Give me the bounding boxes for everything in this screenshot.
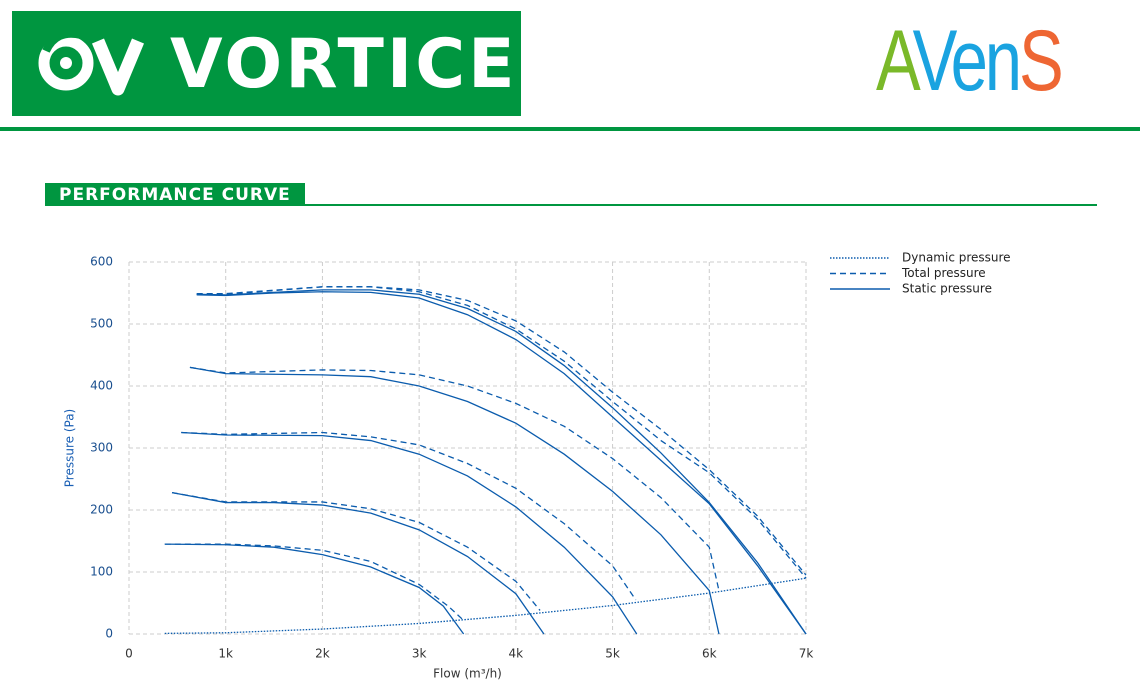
y-tick-label: 100	[90, 565, 113, 579]
curve	[181, 431, 637, 601]
x-tick-label: 2k	[315, 647, 330, 661]
logo-letters: S	[1018, 13, 1064, 109]
x-tick-label: 5k	[605, 647, 620, 661]
curve	[164, 577, 807, 635]
curve	[196, 289, 807, 635]
logo-icon	[38, 29, 144, 96]
x-tick-label: 6k	[702, 647, 717, 661]
curve	[181, 431, 638, 635]
y-tick-label: 300	[90, 441, 113, 455]
header-rule	[0, 127, 1140, 131]
x-axis-label: Flow (m³/h)	[433, 667, 502, 681]
x-tick-label: 4k	[509, 647, 524, 661]
x-tick-label: 3k	[412, 647, 427, 661]
x-tick-label: 7k	[799, 647, 814, 661]
y-tick-label: 0	[105, 627, 113, 641]
avens-logo: AVenS	[876, 12, 1064, 111]
y-tick-label: 600	[90, 255, 113, 269]
curve	[164, 543, 465, 621]
logo-letters: Ven	[912, 13, 1022, 109]
y-tick-label: 200	[90, 503, 113, 517]
y-tick-label: 400	[90, 379, 113, 393]
legend-label: Dynamic pressure	[902, 251, 1011, 265]
y-axis-label: Pressure (Pa)	[63, 409, 77, 487]
logo-text: VORTICE	[170, 25, 518, 104]
curve	[171, 492, 545, 635]
logo-letters: A	[876, 13, 916, 109]
curve	[164, 543, 465, 635]
legend-label: Total pressure	[901, 266, 986, 280]
x-tick-label: 0	[125, 647, 133, 661]
curve	[189, 366, 720, 591]
legend-label: Static pressure	[902, 282, 992, 296]
curve	[196, 286, 807, 576]
vortice-logo: VORTICE	[12, 11, 521, 116]
section-rule	[45, 204, 1097, 206]
x-tick-label: 1k	[218, 647, 233, 661]
section-title: PERFORMANCE CURVE	[45, 183, 305, 206]
curve	[196, 286, 807, 579]
curve	[196, 291, 807, 635]
curve	[189, 366, 720, 635]
y-tick-label: 500	[90, 317, 113, 331]
